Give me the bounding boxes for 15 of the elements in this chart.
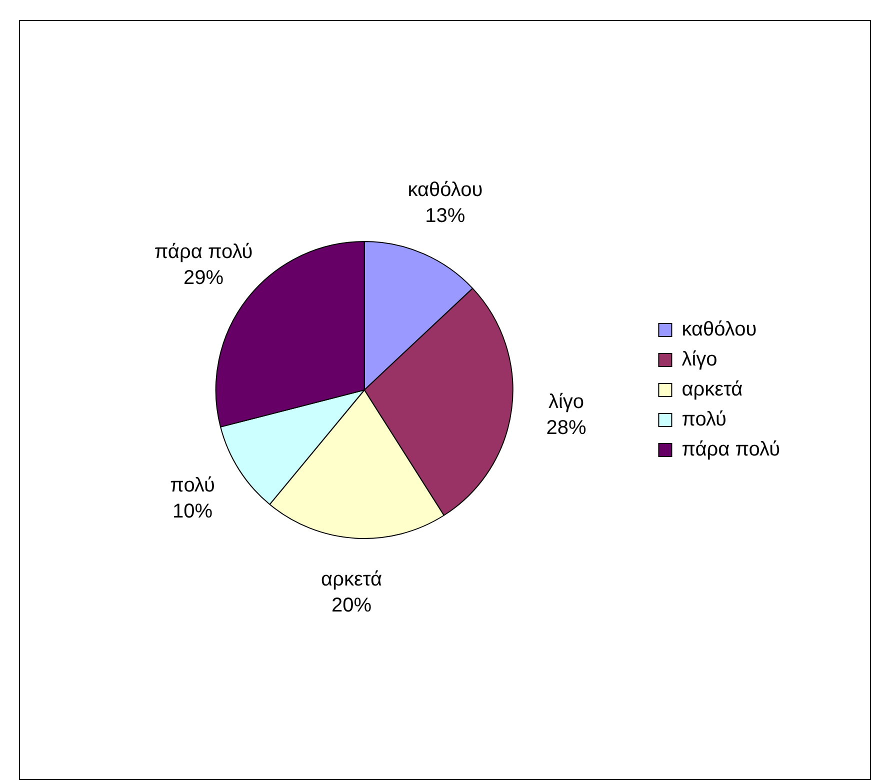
data-label: 10% (172, 500, 213, 523)
slice-label: καθόλου (408, 178, 483, 201)
legend-label: λίγο (682, 348, 718, 371)
data-label: 29% (184, 266, 224, 289)
data-label: 13% (425, 204, 466, 227)
legend-label: πάρα πολύ (682, 438, 780, 461)
data-label: 20% (332, 594, 372, 617)
legend-label: πολύ (682, 408, 726, 431)
legend-label: αρκετά (682, 378, 743, 401)
slice-label: λίγο (548, 391, 584, 414)
legend-label: καθόλου (682, 318, 757, 341)
slice-label: πολύ (170, 474, 215, 497)
slice-label: πάρα πολύ (154, 240, 253, 263)
data-label: 28% (546, 417, 586, 440)
slice-label: αρκετά (321, 568, 382, 591)
